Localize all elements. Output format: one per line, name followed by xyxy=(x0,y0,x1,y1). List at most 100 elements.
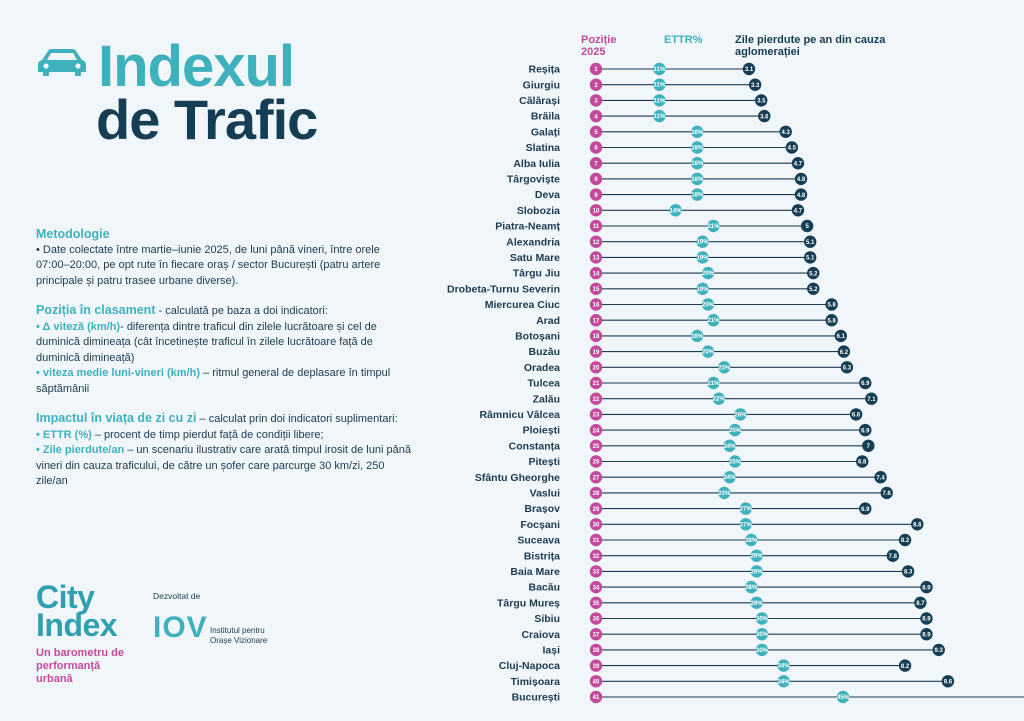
ettr-label: • ETTR (%) xyxy=(36,428,92,441)
city-label: Ploiești xyxy=(523,425,560,437)
ettr-dot xyxy=(745,580,758,594)
ettr-value: 20% xyxy=(702,350,715,356)
rank-value: 15 xyxy=(593,287,600,293)
days-value: 6.9 xyxy=(861,507,870,513)
days-paragraph: • Zile pierdute/an – un scenariu ilustra… xyxy=(36,443,416,490)
ettr-value: 30% xyxy=(756,648,769,654)
rank-value: 32 xyxy=(593,554,600,560)
ettr-value: 30% xyxy=(756,632,769,638)
days-value: 5.8 xyxy=(827,318,836,324)
rank-value: 9 xyxy=(594,193,598,199)
rank-value: 22 xyxy=(593,397,600,403)
days-value: 4.8 xyxy=(797,177,806,183)
ettr-value: 18% xyxy=(691,334,704,340)
rank-dot xyxy=(589,455,603,468)
days-dot xyxy=(920,580,933,594)
city-label: Vaslui xyxy=(530,488,560,500)
rank-dot xyxy=(589,533,603,547)
ettr-value: 25% xyxy=(729,428,742,434)
city-label: Bacău xyxy=(528,582,560,594)
days-value: 8.9 xyxy=(922,632,931,638)
ettr-dot xyxy=(653,78,666,91)
days-dot xyxy=(874,471,887,484)
ettr-dot xyxy=(777,659,790,672)
rank-value: 27 xyxy=(593,475,600,481)
ettr-dot xyxy=(723,439,736,452)
days-dot xyxy=(742,62,756,76)
rank-value: 12 xyxy=(593,240,600,246)
rank-dot xyxy=(589,502,603,515)
days-value: 3.1 xyxy=(745,67,754,73)
days-dot xyxy=(834,329,847,343)
days-value: 6.3 xyxy=(843,366,852,372)
city-label: Sfântu Gheorghe xyxy=(475,472,560,484)
rank-value: 34 xyxy=(593,585,600,591)
ettr-value: 23% xyxy=(718,365,731,371)
ettr-value: 22% xyxy=(713,397,726,403)
days-dot xyxy=(825,298,838,311)
rank-dot xyxy=(589,471,603,484)
city-label: Piatra-Neamț xyxy=(495,221,560,233)
city-label: Călărași xyxy=(519,95,560,107)
days-dot xyxy=(791,204,805,217)
ettr-value: 14% xyxy=(670,208,683,214)
header-position: Poziție 2025 xyxy=(581,34,617,58)
city-index-line-1: City xyxy=(36,579,95,615)
rank-value: 37 xyxy=(593,632,600,638)
days-dot xyxy=(941,675,955,688)
days-dot xyxy=(804,235,817,248)
days-dot xyxy=(807,282,820,295)
days-dot xyxy=(785,141,799,154)
ettr-value: 19% xyxy=(697,287,710,293)
ettr-dot xyxy=(718,486,731,500)
ettr-value: 21% xyxy=(707,381,720,387)
days-value: 7.4 xyxy=(876,475,885,481)
days-value: 9.3 xyxy=(935,648,944,654)
rank-value: 3 xyxy=(594,99,598,105)
days-text: – un scenariu ilustrativ care arată timp… xyxy=(36,444,411,487)
city-label: Bistrița xyxy=(524,550,560,562)
ettr-value: 26% xyxy=(734,412,747,418)
city-label: Suceava xyxy=(517,535,560,547)
rank-value: 10 xyxy=(593,209,600,215)
ettr-value: 29% xyxy=(751,554,764,560)
days-dot xyxy=(880,486,893,500)
city-label: Brașov xyxy=(524,503,560,515)
city-label: Timișoara xyxy=(511,676,561,688)
city-label: Arad xyxy=(536,315,560,327)
rank-dot xyxy=(589,565,603,578)
days-value: 4.7 xyxy=(794,209,803,215)
days-dot xyxy=(886,549,900,562)
days-value: 8.7 xyxy=(916,601,925,607)
ettr-value: 21% xyxy=(707,224,720,230)
ettr-value: 11% xyxy=(654,114,666,120)
rank-value: 30 xyxy=(593,523,600,529)
title-line-2: de Trafic xyxy=(96,88,318,151)
days-label: • Zile pierdute/an xyxy=(36,444,125,456)
city-index-logo: City Index Un barometru de performanță u… xyxy=(36,579,131,686)
city-label: Alexandria xyxy=(506,236,560,248)
ettr-dot xyxy=(777,675,790,688)
city-label: Oradea xyxy=(524,362,560,374)
days-value: 6.8 xyxy=(858,460,867,466)
ettr-value: 29% xyxy=(751,569,764,575)
days-value: 5 xyxy=(805,224,809,230)
days-value: 6.1 xyxy=(837,334,846,340)
ettr-dot xyxy=(723,471,736,484)
rank-dot xyxy=(589,251,603,264)
rank-dot xyxy=(589,172,603,186)
ettr-dot xyxy=(750,596,763,609)
rank-dot xyxy=(589,109,603,123)
rank-value: 13 xyxy=(593,256,600,262)
ettr-value: 18% xyxy=(691,146,704,152)
ettr-value: 24% xyxy=(724,444,737,450)
days-dot xyxy=(807,266,820,280)
ettr-dot xyxy=(691,157,704,170)
rank-value: 19 xyxy=(593,350,600,356)
ettr-value: 29% xyxy=(751,601,764,607)
rank-dot xyxy=(589,361,603,374)
impact-heading: Impactul în viața de zi cu zi xyxy=(36,411,197,425)
iov-logo: IOV xyxy=(153,611,208,644)
ettr-dot xyxy=(653,94,666,107)
city-label: Craiova xyxy=(521,629,560,641)
